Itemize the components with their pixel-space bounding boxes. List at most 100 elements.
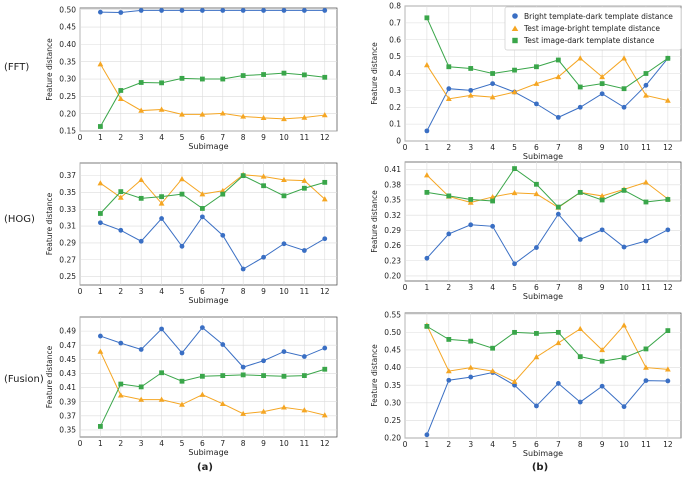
series-line-test-bright <box>426 174 669 209</box>
legend-box <box>504 6 682 51</box>
legend-marker-test-dark <box>512 37 518 44</box>
series-line-test-dark <box>99 72 325 127</box>
x-tick-label: 7 <box>220 287 225 296</box>
x-tick-label: 11 <box>300 439 310 448</box>
data-point-test-bright <box>138 176 145 183</box>
x-tick-label: 8 <box>241 287 246 296</box>
x-tick-label: 0 <box>403 440 408 449</box>
data-point-test-bright <box>199 191 206 197</box>
data-point-test-bright <box>179 111 185 117</box>
x-tick-label: 4 <box>490 440 495 449</box>
data-point-bright-dark <box>621 404 627 410</box>
x-tick-label: 12 <box>320 439 330 448</box>
data-point-test-dark <box>599 358 605 364</box>
data-point-test-bright <box>321 196 328 202</box>
data-point-test-dark <box>97 211 103 216</box>
data-point-bright-dark <box>512 382 517 388</box>
data-point-test-bright <box>599 192 606 199</box>
y-tick-label: 0.50 <box>384 328 401 337</box>
data-point-test-bright <box>260 408 267 414</box>
data-point-test-bright <box>577 55 584 61</box>
data-point-test-bright <box>240 113 247 119</box>
data-point-test-bright <box>621 322 627 328</box>
x-tick-label: 2 <box>118 439 123 448</box>
x-tick-label: 5 <box>512 143 517 152</box>
legend: Bright template-dark template distance T… <box>504 6 682 51</box>
y-tick-label: 0.7 <box>389 18 401 27</box>
data-point-test-dark <box>220 373 226 378</box>
data-point-test-dark <box>199 206 205 211</box>
x-tick-label: 9 <box>261 439 266 448</box>
data-point-test-dark <box>159 194 164 200</box>
x-tick-label: 6 <box>200 439 205 448</box>
data-point-test-dark <box>534 331 539 336</box>
data-point-test-dark <box>534 181 539 187</box>
row-label-hog: (HOG) <box>4 214 35 225</box>
x-tick-label: 0 <box>78 133 83 142</box>
series-line-bright-dark <box>100 9 325 14</box>
data-point-test-dark <box>322 366 328 372</box>
data-point-test-dark <box>240 73 246 78</box>
x-tick-label: 4 <box>159 133 164 142</box>
data-point-test-bright <box>260 114 267 121</box>
y-tick-label: 0.25 <box>59 92 76 101</box>
data-point-bright-dark <box>621 244 627 250</box>
plot-frame <box>404 161 682 282</box>
x-tick-label: 12 <box>663 440 673 449</box>
legend-marker-test-bright <box>511 25 519 31</box>
x-tick-label: 12 <box>663 283 673 292</box>
data-point-bright-dark <box>534 245 539 250</box>
data-point-test-dark <box>138 80 144 85</box>
data-point-test-dark <box>512 67 517 73</box>
y-tick-label: 0.1 <box>389 120 401 129</box>
series-line-test-bright <box>99 351 325 416</box>
data-point-bright-dark <box>577 237 583 242</box>
y-axis-label: Feature distance <box>45 345 54 408</box>
y-tick-label: 0.40 <box>59 40 76 49</box>
data-point-test-dark <box>322 179 328 185</box>
x-tick-label: 0 <box>403 283 408 292</box>
y-tick-label: 0.50 <box>59 5 76 14</box>
x-tick-label: 9 <box>600 283 605 292</box>
data-point-test-bright <box>321 412 328 418</box>
data-point-bright-dark <box>301 354 307 359</box>
y-tick-label: 0.15 <box>59 127 76 136</box>
y-tick-label: 0.43 <box>59 369 76 378</box>
data-point-test-bright <box>219 110 226 116</box>
column-label-b: (b) <box>532 462 548 473</box>
data-point-test-bright <box>97 348 104 354</box>
data-point-test-dark <box>424 323 430 329</box>
y-tick-label: 0.27 <box>59 255 76 264</box>
data-point-test-bright <box>117 392 124 398</box>
data-point-bright-dark <box>665 227 671 233</box>
data-point-test-dark <box>159 370 164 376</box>
data-point-test-bright <box>301 407 308 413</box>
data-point-test-bright <box>511 189 518 196</box>
data-point-bright-dark <box>97 220 103 226</box>
y-tick-label: 0.5 <box>389 52 401 61</box>
data-point-bright-dark <box>490 81 496 87</box>
data-point-test-dark <box>301 72 307 78</box>
x-tick-label: 10 <box>279 133 289 142</box>
data-point-bright-dark <box>199 325 205 330</box>
x-tick-label: 6 <box>534 143 539 152</box>
x-tick-label: 7 <box>556 143 561 152</box>
x-tick-label: 9 <box>261 133 266 142</box>
x-tick-label: 0 <box>403 143 408 152</box>
data-point-test-dark <box>577 189 583 195</box>
x-tick-label: 8 <box>578 283 583 292</box>
data-point-test-dark <box>138 195 144 201</box>
data-point-test-bright <box>158 200 165 206</box>
x-tick-label: 5 <box>512 283 517 292</box>
x-tick-label: 6 <box>200 287 205 296</box>
y-axis-label: Feature distance <box>370 42 379 105</box>
data-point-bright-dark <box>555 211 561 217</box>
data-point-bright-dark <box>281 349 287 354</box>
row-label-fusion: (Fusion) <box>4 374 44 385</box>
x-tick-label: 10 <box>619 283 629 292</box>
data-point-bright-dark <box>240 266 246 272</box>
data-point-test-bright <box>533 354 540 360</box>
data-point-bright-dark <box>179 8 185 13</box>
data-point-bright-dark <box>97 9 103 15</box>
data-point-bright-dark <box>118 227 124 233</box>
